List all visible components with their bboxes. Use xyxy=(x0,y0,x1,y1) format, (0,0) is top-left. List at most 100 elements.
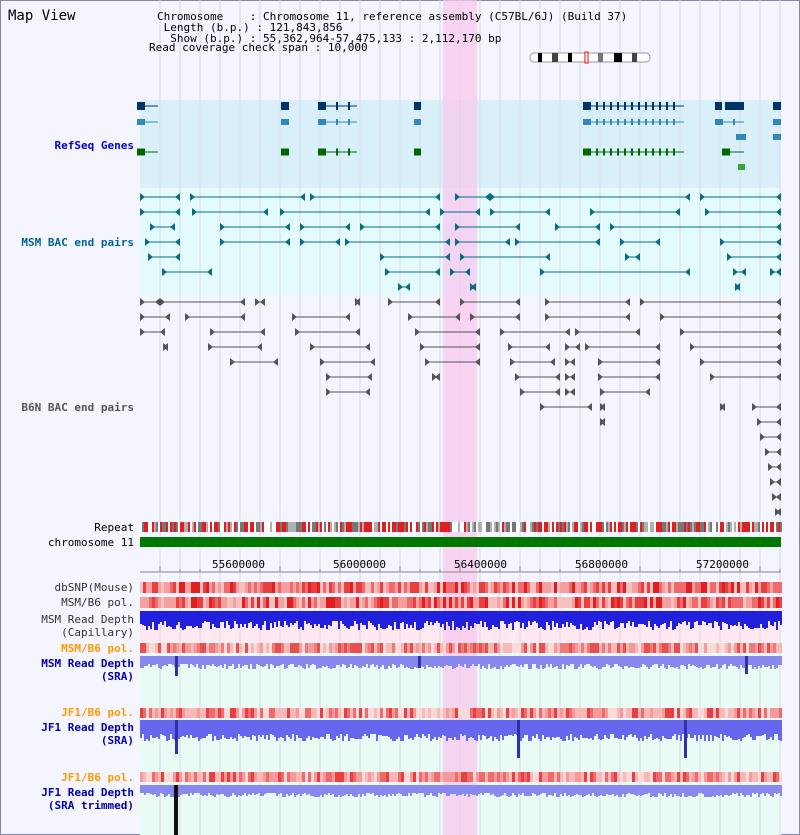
repeat-block[interactable] xyxy=(780,522,782,532)
dbsnp-cell[interactable] xyxy=(746,582,749,593)
jf1-read-sra-bar[interactable] xyxy=(718,720,720,738)
jf1-read-sra-bar[interactable] xyxy=(474,720,476,740)
track-label-refseq[interactable]: RefSeq Genes xyxy=(54,139,134,152)
dbsnp-cell[interactable] xyxy=(158,582,161,593)
msm-read-sra-bar[interactable] xyxy=(600,656,602,669)
msm-b6-pol-cell[interactable] xyxy=(740,597,743,608)
msm-read-cap-bar[interactable] xyxy=(594,611,596,622)
jf1-read-sra-bar-spike[interactable] xyxy=(175,720,178,754)
msm-b6-pol-sra-cell[interactable] xyxy=(716,643,719,653)
msm-b6-pol-sra-cell[interactable] xyxy=(704,643,707,653)
repeat-block[interactable] xyxy=(598,522,600,532)
repeat-block[interactable] xyxy=(742,522,744,532)
dbsnp-cell[interactable] xyxy=(461,582,464,593)
msm-read-sra-bar[interactable] xyxy=(474,656,476,666)
jf1-read-sra-bar[interactable] xyxy=(646,720,648,739)
jf1-b6-pol-cell[interactable] xyxy=(494,708,497,718)
b6n-bac-pair-end[interactable] xyxy=(720,403,725,411)
msm-b6-pol-sra-cell[interactable] xyxy=(143,643,146,653)
gene-exon[interactable] xyxy=(603,119,605,125)
msm-b6-pol-sra-cell[interactable] xyxy=(161,643,164,653)
msm-b6-pol-cell[interactable] xyxy=(422,597,425,608)
jf1-read-sra-bar[interactable] xyxy=(490,720,492,736)
msm-read-sra-bar[interactable] xyxy=(498,656,500,669)
repeat-block[interactable] xyxy=(364,522,366,532)
msm-b6-pol-cell[interactable] xyxy=(365,597,368,608)
jf1-read-trim-bar[interactable] xyxy=(446,785,448,796)
repeat-block[interactable] xyxy=(606,522,608,532)
dbsnp-cell[interactable] xyxy=(698,582,701,593)
jf1-b6-pol-trim-cell[interactable] xyxy=(266,772,269,782)
b6n-bac-pair-end[interactable] xyxy=(600,388,605,396)
dbsnp-cell[interactable] xyxy=(695,582,698,593)
repeat-block[interactable] xyxy=(666,522,668,532)
msm-read-sra-bar[interactable] xyxy=(740,656,742,665)
msm-read-cap-bar[interactable] xyxy=(418,611,420,630)
msm-read-sra-bar[interactable] xyxy=(496,656,498,669)
jf1-read-trim-bar[interactable] xyxy=(154,785,156,794)
dbsnp-cell[interactable] xyxy=(641,582,644,593)
jf1-read-trim-bar[interactable] xyxy=(522,785,524,793)
msm-read-sra-bar[interactable] xyxy=(416,656,418,668)
jf1-read-trim-bar[interactable] xyxy=(456,785,458,796)
msm-read-sra-bar[interactable] xyxy=(624,656,626,666)
jf1-b6-pol-trim-cell[interactable] xyxy=(620,772,623,782)
repeat-block[interactable] xyxy=(192,522,194,532)
repeat-block[interactable] xyxy=(534,522,536,532)
b6n-bac-pair-end[interactable] xyxy=(565,358,570,366)
dbsnp-cell[interactable] xyxy=(401,582,404,593)
msm-bac-pair-end[interactable] xyxy=(620,238,625,246)
msm-read-sra-bar[interactable] xyxy=(220,656,222,665)
msm-read-sra-bar[interactable] xyxy=(412,656,414,669)
msm-b6-pol-sra-cell[interactable] xyxy=(539,643,542,653)
msm-read-sra-bar[interactable] xyxy=(488,656,490,664)
jf1-read-trim-bar[interactable] xyxy=(652,785,654,796)
repeat-block[interactable] xyxy=(462,522,464,532)
b6n-bac-pair-end[interactable] xyxy=(163,343,168,351)
dbsnp-cell[interactable] xyxy=(572,582,575,593)
msm-b6-pol-sra-cell[interactable] xyxy=(689,643,692,653)
jf1-read-trim-bar[interactable] xyxy=(726,785,728,795)
repeat-block[interactable] xyxy=(468,522,470,532)
msm-read-sra-bar[interactable] xyxy=(200,656,202,669)
repeat-block[interactable] xyxy=(738,522,740,532)
msm-b6-pol-cell[interactable] xyxy=(485,597,488,608)
jf1-read-sra-bar[interactable] xyxy=(332,720,334,741)
jf1-read-sra-bar[interactable] xyxy=(418,720,420,737)
jf1-b6-pol-trim-cell[interactable] xyxy=(179,772,182,782)
jf1-b6-pol-trim-cell[interactable] xyxy=(191,772,194,782)
msm-read-cap-bar[interactable] xyxy=(676,611,678,626)
b6n-bac-pair-end[interactable] xyxy=(776,418,781,426)
jf1-b6-pol-cell[interactable] xyxy=(356,708,359,718)
gene-exon[interactable] xyxy=(583,119,591,125)
jf1-read-trim-bar[interactable] xyxy=(330,785,332,795)
jf1-read-trim-bar[interactable] xyxy=(744,785,746,797)
jf1-read-sra-bar[interactable] xyxy=(746,720,748,735)
jf1-b6-pol-cell[interactable] xyxy=(431,708,434,718)
jf1-b6-pol-cell[interactable] xyxy=(275,708,278,718)
repeat-block[interactable] xyxy=(548,522,550,532)
jf1-read-sra-bar[interactable] xyxy=(414,720,416,737)
dbsnp-cell[interactable] xyxy=(515,582,518,593)
jf1-b6-pol-cell[interactable] xyxy=(596,708,599,718)
msm-bac-pair-end[interactable] xyxy=(300,238,305,246)
msm-b6-pol-cell[interactable] xyxy=(182,597,185,608)
msm-read-cap-bar[interactable] xyxy=(592,611,594,627)
jf1-read-sra-bar[interactable] xyxy=(716,720,718,737)
jf1-b6-pol-cell[interactable] xyxy=(491,708,494,718)
msm-b6-pol-cell[interactable] xyxy=(605,597,608,608)
repeat-block[interactable] xyxy=(182,522,184,532)
jf1-read-trim-bar[interactable] xyxy=(730,785,732,795)
jf1-b6-pol-cell[interactable] xyxy=(476,708,479,718)
jf1-b6-pol-trim-cell[interactable] xyxy=(467,772,470,782)
msm-b6-pol-sra-cell[interactable] xyxy=(401,643,404,653)
msm-read-sra-bar[interactable] xyxy=(676,656,678,667)
msm-read-cap-bar[interactable] xyxy=(346,611,348,628)
jf1-b6-pol-cell[interactable] xyxy=(350,708,353,718)
msm-b6-pol-sra-cell[interactable] xyxy=(650,643,653,653)
msm-b6-pol-cell[interactable] xyxy=(758,597,761,608)
msm-read-cap-bar[interactable] xyxy=(396,611,398,629)
msm-read-sra-bar[interactable] xyxy=(736,656,738,667)
repeat-block[interactable] xyxy=(466,522,468,532)
msm-b6-pol-sra-cell[interactable] xyxy=(473,643,476,653)
